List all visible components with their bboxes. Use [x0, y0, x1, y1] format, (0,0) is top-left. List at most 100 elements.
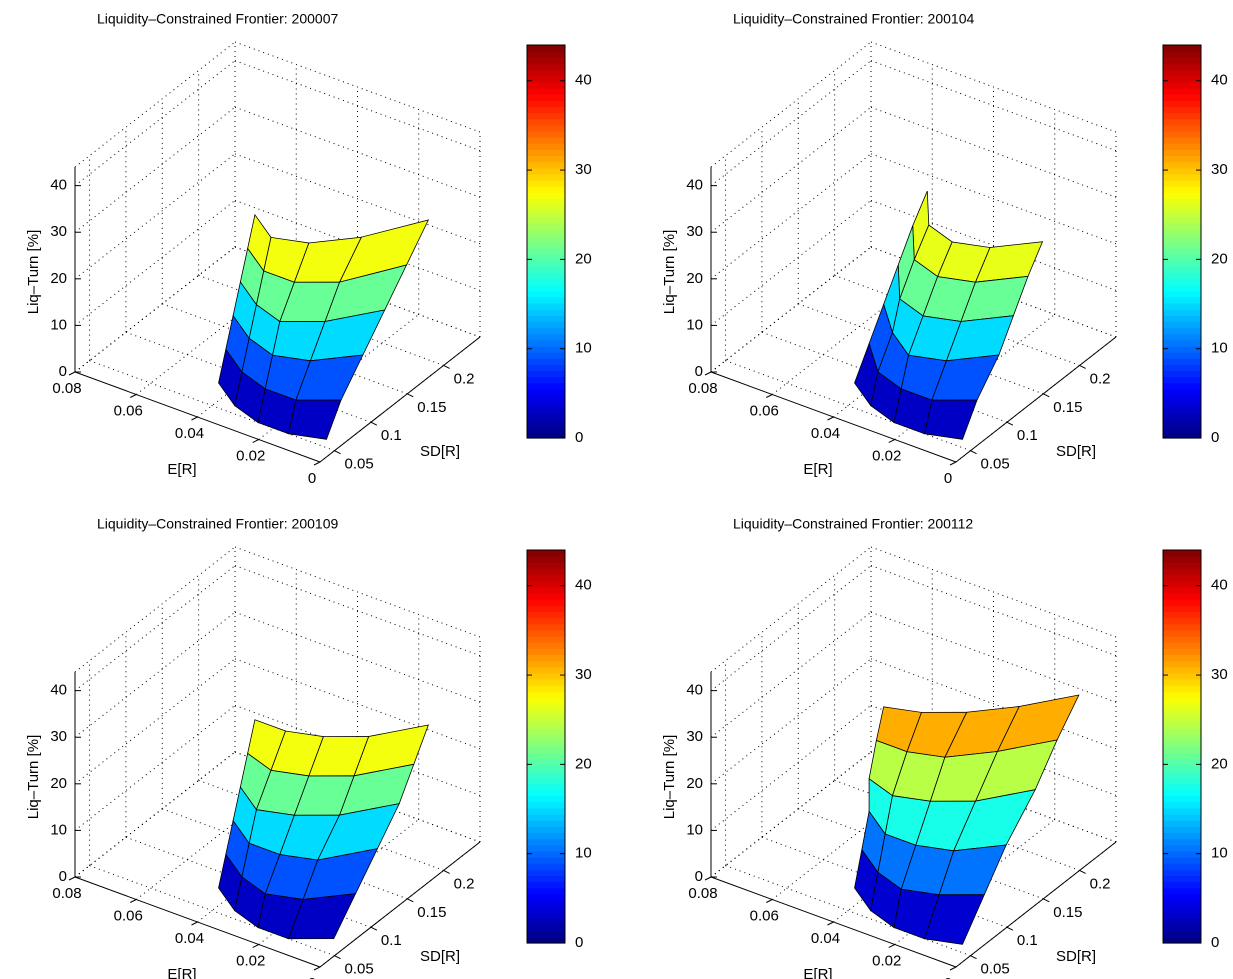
- colorbar-band: [527, 130, 565, 138]
- colorbar-band: [527, 586, 565, 594]
- grid-line: [74, 751, 236, 878]
- colorbar-band: [527, 216, 565, 224]
- colorbar-band: [527, 63, 565, 71]
- z-tick-label: 30: [686, 223, 703, 240]
- colorbar-band: [527, 887, 565, 895]
- colorbar-band: [527, 198, 565, 206]
- y-tick: [407, 393, 414, 398]
- grid-line: [710, 705, 872, 831]
- z-tick-label: 30: [50, 728, 67, 745]
- x-tick-label: 0.04: [811, 930, 840, 947]
- grid-line: [74, 200, 236, 326]
- x-tick: [68, 371, 76, 376]
- colorbar-band: [527, 863, 565, 870]
- y-axis: [319, 841, 481, 968]
- colorbar-band: [527, 51, 565, 58]
- colorbar-band: [1163, 740, 1201, 748]
- colorbar-band: [1163, 155, 1201, 163]
- colorbar-band: [527, 284, 565, 292]
- colorbar-tick-label: 10: [575, 845, 592, 862]
- colorbar-band: [527, 81, 565, 89]
- colorbar-tick-label: 40: [1211, 72, 1228, 89]
- colorbar-band: [527, 302, 565, 310]
- x-tick-label: 0.04: [175, 930, 204, 947]
- x-tick-label: 0.08: [52, 380, 81, 397]
- colorbar-band: [1163, 118, 1201, 126]
- colorbar-band: [1163, 315, 1201, 322]
- colorbar-band: [527, 247, 565, 255]
- z-tick-label: 10: [686, 316, 703, 333]
- y-tick: [443, 869, 450, 874]
- colorbar-band: [1163, 284, 1201, 292]
- colorbar-band: [1163, 777, 1201, 784]
- z-tick-label: 40: [50, 682, 67, 699]
- colorbar-band: [527, 832, 565, 840]
- colorbar-frame: [526, 44, 566, 439]
- grid-line: [234, 106, 481, 198]
- colorbar-band: [527, 352, 565, 359]
- colorbar-band: [527, 395, 565, 402]
- z-axis-label: Liq–Turn [%]: [25, 735, 42, 820]
- x-tick-label: 0: [308, 470, 316, 487]
- colorbar-band: [1163, 382, 1201, 390]
- y-tick-label: 0.2: [1090, 370, 1111, 387]
- colorbar-band: [527, 180, 565, 187]
- colorbar-band: [1163, 358, 1201, 365]
- colorbar-band: [527, 321, 565, 329]
- grid-line: [710, 658, 872, 785]
- colorbar-band: [527, 419, 565, 427]
- colorbar-band: [527, 57, 565, 65]
- colorbar-band: [527, 734, 565, 741]
- colorbar-band: [1163, 930, 1201, 938]
- colorbar-band: [1163, 352, 1201, 359]
- colorbar-band: [1163, 339, 1201, 347]
- colorbar-band: [1163, 752, 1201, 760]
- chart-title: Liquidity–Constrained Frontier: 200007: [97, 11, 338, 27]
- y-axis-label: SD[R]: [1056, 443, 1096, 460]
- colorbar-band: [1163, 431, 1201, 439]
- colorbar-band: [527, 654, 565, 662]
- z-tick-label: 20: [50, 270, 67, 287]
- colorbar-band: [527, 333, 565, 341]
- colorbar-band: [1163, 364, 1201, 372]
- y-tick: [334, 450, 341, 455]
- colorbar-band: [1163, 143, 1201, 150]
- colorbar-band: [527, 672, 565, 680]
- x-axis-label: E[R]: [803, 461, 832, 478]
- x-tick-label: 0.08: [688, 885, 717, 902]
- colorbar-band: [1163, 223, 1201, 230]
- colorbar-band: [527, 746, 565, 754]
- colorbar-band: [527, 106, 565, 114]
- grid-line: [870, 153, 1117, 245]
- x-tick: [827, 416, 834, 421]
- x-tick-label: 0.04: [175, 425, 204, 442]
- colorbar-band: [527, 45, 565, 52]
- colorbar-band: [527, 253, 565, 261]
- y-tick-label: 0.05: [981, 961, 1010, 978]
- colorbar-band: [1163, 715, 1201, 723]
- y-tick: [970, 450, 977, 455]
- colorbar-band: [527, 358, 565, 365]
- colorbar-band: [1163, 838, 1201, 846]
- grid-line: [234, 565, 481, 657]
- y-tick: [334, 955, 341, 960]
- colorbar-band: [527, 728, 565, 735]
- x-axis-label: E[R]: [167, 461, 196, 478]
- y-tick-label: 0.05: [345, 961, 374, 978]
- z-axis-label: Liq–Turn [%]: [661, 735, 678, 820]
- z-tick-label: 40: [686, 177, 703, 194]
- x-tick: [704, 371, 712, 376]
- colorbar-band: [1163, 550, 1201, 557]
- colorbar-band: [527, 155, 565, 163]
- y-tick: [1006, 421, 1014, 426]
- y-tick-label: 0.1: [381, 932, 402, 949]
- colorbar-band: [527, 850, 565, 858]
- colorbar-band: [1163, 709, 1201, 717]
- colorbar-band: [1163, 832, 1201, 840]
- grid-line: [74, 565, 236, 692]
- colorbar-band: [1163, 562, 1201, 570]
- colorbar-band: [527, 740, 565, 748]
- y-tick-label: 0.1: [1017, 932, 1038, 949]
- colorbar-band: [527, 112, 565, 120]
- box-edge: [710, 546, 872, 673]
